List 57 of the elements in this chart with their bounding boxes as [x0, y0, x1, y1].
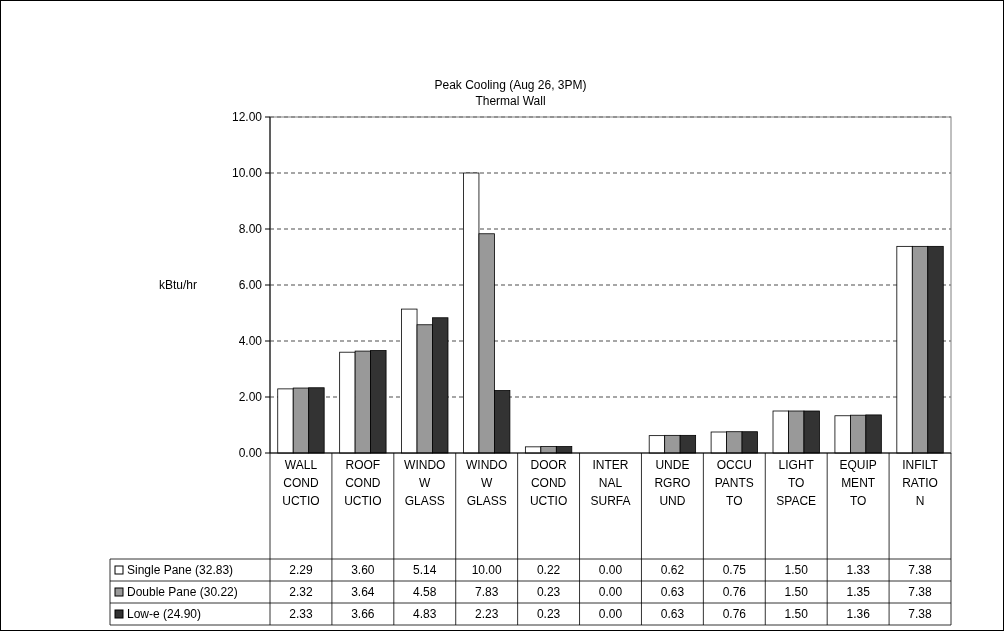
data-label: 2.32 [289, 585, 313, 600]
data-label: 7.83 [475, 585, 499, 600]
data-label: 3.64 [351, 585, 375, 600]
y-tick-label: 10.00 [231, 166, 263, 181]
data-label: 0.00 [598, 563, 623, 578]
data-label: 7.38 [908, 607, 933, 622]
data-label: 7.38 [908, 563, 933, 578]
data-label: 0.00 [598, 585, 623, 600]
data-label: 4.58 [413, 585, 437, 600]
data-label: 2.23 [475, 607, 499, 622]
legend-label: Single Pane (32.83) [127, 563, 234, 578]
x-tick-label: LIGHT TO SPACE [776, 458, 817, 508]
data-label: 1.50 [784, 563, 809, 578]
x-tick-label: WINDO W GLASS [404, 458, 446, 508]
y-axis-title: kBtu/hr [158, 278, 198, 292]
data-label: 1.50 [784, 585, 809, 600]
y-tick-label: 8.00 [238, 222, 263, 237]
y-tick-label: 4.00 [238, 334, 263, 349]
data-label: 1.36 [846, 607, 871, 622]
data-label: 5.14 [413, 563, 437, 578]
x-tick-label: OCCU PANTS TO [714, 458, 754, 508]
y-tick-label: 0.00 [238, 446, 263, 461]
data-label: 4.83 [413, 607, 437, 622]
data-label: 2.29 [289, 563, 313, 578]
x-tick-label: INTER NAL SURFA [590, 458, 631, 508]
data-label: 0.63 [660, 585, 685, 600]
legend-label: Double Pane (30.22) [127, 585, 238, 600]
y-tick-label: 12.00 [231, 110, 263, 125]
x-tick-label: EQUIP MENT TO [839, 458, 877, 508]
data-label: 3.60 [351, 563, 375, 578]
data-label: 2.33 [289, 607, 313, 622]
x-tick-label: INFILT RATIO N [902, 458, 939, 508]
chart-title: Peak Cooling (Aug 26, 3PM) [434, 78, 587, 92]
y-tick-label: 2.00 [238, 390, 263, 405]
data-label: 0.75 [722, 563, 747, 578]
x-tick-label: ROOF COND UCTIO [344, 458, 382, 508]
data-label: 0.63 [660, 607, 685, 622]
data-label: 0.23 [536, 607, 561, 622]
data-label: 0.23 [536, 585, 561, 600]
data-label: 0.62 [660, 563, 685, 578]
x-tick-label: WALL COND UCTIO [282, 458, 320, 508]
x-tick-label: UNDE RGRO UND [654, 458, 691, 508]
data-label: 0.00 [598, 607, 623, 622]
data-label: 1.33 [846, 563, 871, 578]
data-label: 10.00 [471, 563, 503, 578]
x-tick-label: WINDO W GLASS [466, 458, 508, 508]
chart-subtitle: Thermal Wall [475, 94, 546, 108]
data-label: 0.76 [722, 607, 747, 622]
data-label: 0.22 [536, 563, 561, 578]
data-label: 7.38 [908, 585, 933, 600]
data-label: 3.66 [351, 607, 375, 622]
legend-label: Low-e (24.90) [127, 607, 202, 622]
y-tick-label: 6.00 [238, 278, 263, 293]
data-label: 0.76 [722, 585, 747, 600]
data-label: 1.50 [784, 607, 809, 622]
x-tick-label: DOOR COND UCTIO [529, 458, 568, 508]
data-label: 1.35 [846, 585, 871, 600]
